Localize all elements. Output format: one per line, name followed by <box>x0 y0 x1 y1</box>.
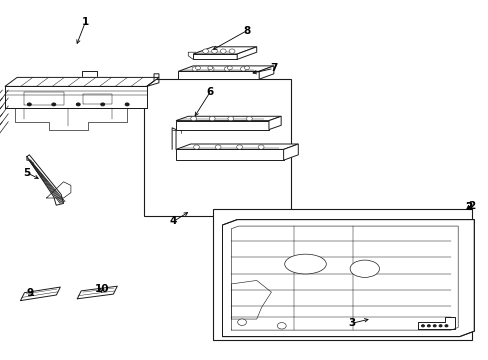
Polygon shape <box>268 116 281 130</box>
Circle shape <box>421 325 424 327</box>
Circle shape <box>244 66 249 70</box>
Text: 1: 1 <box>82 17 89 27</box>
Bar <box>144 79 290 216</box>
Circle shape <box>193 145 199 149</box>
Text: 3: 3 <box>348 318 355 328</box>
Circle shape <box>209 116 215 121</box>
Circle shape <box>208 67 214 71</box>
Polygon shape <box>259 66 273 79</box>
Circle shape <box>246 116 252 121</box>
Circle shape <box>237 319 246 325</box>
Text: 2: 2 <box>468 201 475 211</box>
Text: 2: 2 <box>464 202 471 212</box>
Polygon shape <box>193 54 237 59</box>
Text: 6: 6 <box>206 87 213 97</box>
Circle shape <box>444 325 447 327</box>
Circle shape <box>207 66 212 70</box>
Bar <box>212 209 471 340</box>
Text: 9: 9 <box>27 288 34 298</box>
Circle shape <box>190 116 196 121</box>
Circle shape <box>76 103 80 106</box>
Ellipse shape <box>349 260 379 277</box>
Circle shape <box>192 67 198 71</box>
Circle shape <box>101 103 104 106</box>
Polygon shape <box>178 71 259 79</box>
Circle shape <box>227 116 233 121</box>
Text: 7: 7 <box>269 63 277 73</box>
Circle shape <box>125 103 129 106</box>
Circle shape <box>227 66 232 70</box>
Circle shape <box>195 66 200 70</box>
Polygon shape <box>176 149 283 160</box>
Polygon shape <box>222 220 473 337</box>
Polygon shape <box>5 77 159 86</box>
Circle shape <box>228 49 235 53</box>
Polygon shape <box>178 66 273 71</box>
Circle shape <box>27 103 31 106</box>
Circle shape <box>427 325 429 327</box>
Text: 10: 10 <box>94 284 109 294</box>
Polygon shape <box>176 121 268 130</box>
Circle shape <box>258 145 264 149</box>
Polygon shape <box>193 47 256 54</box>
Circle shape <box>224 67 230 71</box>
Circle shape <box>432 325 435 327</box>
Circle shape <box>52 103 56 106</box>
Circle shape <box>220 49 225 53</box>
Circle shape <box>236 145 242 149</box>
Text: 4: 4 <box>169 216 177 226</box>
Text: 5: 5 <box>23 168 30 178</box>
Circle shape <box>277 323 285 329</box>
Text: 8: 8 <box>243 26 250 36</box>
Circle shape <box>215 145 221 149</box>
Polygon shape <box>176 144 298 149</box>
Circle shape <box>211 49 217 53</box>
Ellipse shape <box>284 254 325 274</box>
Polygon shape <box>5 86 146 108</box>
Polygon shape <box>283 144 298 160</box>
Polygon shape <box>237 47 256 59</box>
Polygon shape <box>176 116 281 121</box>
Circle shape <box>203 49 208 53</box>
Circle shape <box>240 67 246 71</box>
Circle shape <box>438 325 441 327</box>
Text: 2: 2 <box>464 202 471 212</box>
